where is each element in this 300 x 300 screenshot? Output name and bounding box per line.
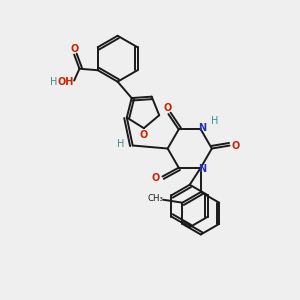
Text: H: H: [117, 139, 124, 149]
Text: H: H: [211, 116, 219, 126]
Text: H: H: [50, 77, 57, 87]
Text: N: N: [198, 123, 206, 133]
Text: OH: OH: [57, 77, 74, 87]
Text: O: O: [139, 130, 147, 140]
Text: O: O: [232, 141, 240, 151]
Text: O: O: [70, 44, 78, 54]
Text: CH₃: CH₃: [147, 194, 163, 203]
Text: O: O: [164, 103, 172, 112]
Text: O: O: [152, 173, 160, 183]
Text: N: N: [198, 164, 206, 174]
